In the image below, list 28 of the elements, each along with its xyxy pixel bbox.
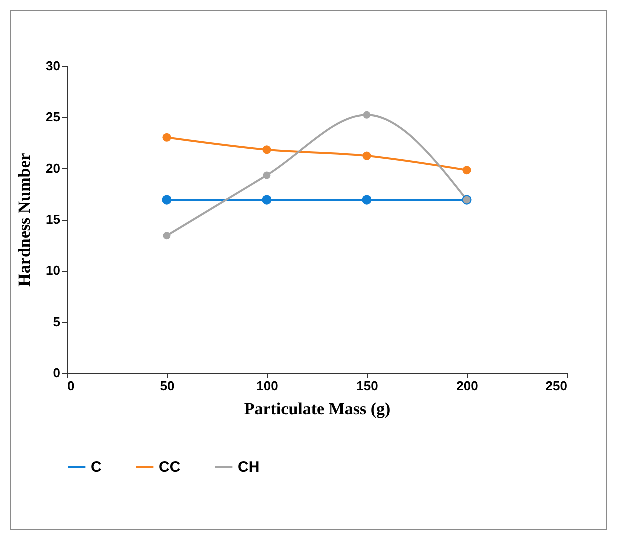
x-tick-label: 200 — [456, 378, 478, 394]
point — [462, 166, 472, 175]
point — [163, 232, 171, 240]
legend-label: C — [91, 459, 102, 476]
x-axis-title: Particulate Mass (g) — [244, 400, 391, 418]
point — [362, 152, 372, 160]
x-tick-label: 50 — [160, 378, 175, 394]
point — [263, 172, 271, 180]
y-tick-label: 0 — [53, 366, 60, 380]
point — [362, 195, 372, 205]
y-tick-label: 10 — [46, 263, 60, 278]
point — [162, 133, 172, 142]
y-tick-label: 5 — [53, 314, 60, 330]
y-tick-label: 25 — [46, 110, 60, 125]
x-tick-label: 100 — [256, 378, 278, 394]
point — [363, 111, 371, 119]
x-tick-label: 250 — [546, 378, 568, 394]
x-tick-label: 150 — [356, 378, 378, 394]
y-tick-label: 20 — [46, 160, 60, 176]
point — [262, 195, 272, 205]
point — [162, 195, 172, 205]
legend-label: CH — [238, 459, 260, 476]
y-tick-label: 15 — [46, 212, 60, 227]
point — [262, 146, 272, 154]
legend-label: CC — [159, 459, 181, 476]
y-tick-label: 30 — [46, 58, 60, 74]
y-axis-title: Hardness Number — [15, 152, 34, 287]
x-tick-label: 0 — [68, 378, 75, 394]
